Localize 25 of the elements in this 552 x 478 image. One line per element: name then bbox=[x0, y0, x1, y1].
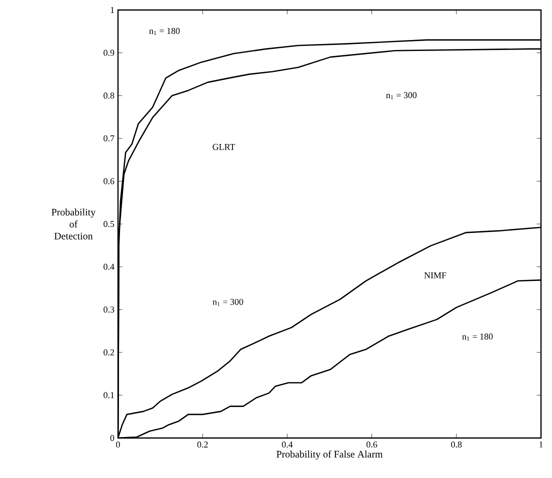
y-tick-label: 0.7 bbox=[104, 135, 114, 142]
y-tick-label: 0.2 bbox=[104, 349, 114, 356]
annotation: NIMF bbox=[424, 272, 446, 278]
annotation: GLRT bbox=[212, 144, 236, 150]
x-tick-label: 0.8 bbox=[451, 442, 462, 448]
annotation: n$_{1}$ = 180 bbox=[149, 28, 180, 35]
y-tick-label: 0.1 bbox=[104, 392, 114, 398]
x-axis-title: Probability of False Alarm bbox=[276, 450, 383, 460]
y-tick-label: 0.4 bbox=[104, 264, 114, 270]
annotation: n$_{1}$ = 300 bbox=[386, 92, 417, 100]
y-tick-label: 0.6 bbox=[104, 178, 114, 184]
annotation: n$_{1}$ = 300 bbox=[212, 298, 244, 306]
x-tick-label: 0 bbox=[116, 442, 120, 448]
y-tick-label: 0.5 bbox=[104, 220, 114, 228]
x-tick-label: 0.4 bbox=[282, 442, 293, 448]
y-tick-label: 0.9 bbox=[104, 50, 114, 56]
x-tick-label: 1 bbox=[540, 442, 543, 448]
y-tick-label: 0 bbox=[110, 434, 114, 442]
x-tick-label: 0.2 bbox=[197, 442, 208, 448]
y-tick-label: 1 bbox=[110, 7, 114, 13]
y-axis-title: Probability of Detection bbox=[52, 208, 96, 240]
y-tick-label: 0.8 bbox=[104, 92, 114, 99]
annotation: n$_{1}$ = 180 bbox=[462, 333, 493, 340]
y-tick-label: 0.3 bbox=[104, 306, 114, 313]
x-tick-label: 0.6 bbox=[366, 442, 378, 448]
